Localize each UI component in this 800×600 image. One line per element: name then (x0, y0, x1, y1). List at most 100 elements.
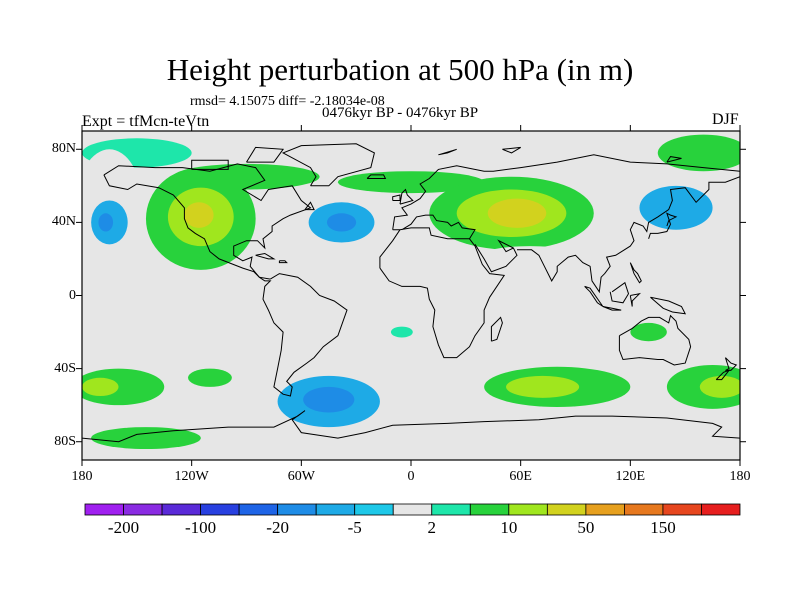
anomaly-region (303, 386, 355, 413)
colorbar-box (200, 503, 240, 516)
longitude-tick-label: 0 (407, 469, 415, 484)
longitude-tick-label: 180 (729, 469, 751, 484)
anomaly-region (639, 185, 713, 230)
coastline (82, 410, 740, 443)
anomaly-region (487, 198, 547, 228)
colorbar-label: -5 (347, 518, 362, 537)
colorbar-label: -20 (266, 518, 289, 537)
latitude-tick-label: 80S (54, 433, 76, 449)
coastline (392, 194, 401, 201)
colorbar-box (238, 503, 279, 516)
anomaly-region (657, 134, 740, 172)
colorbar-box (161, 503, 201, 516)
colorbar-box (84, 503, 124, 516)
colorbar-label: 10 (500, 518, 518, 537)
axis-ticks (76, 125, 746, 466)
coastline (392, 214, 476, 240)
anomaly-region (593, 414, 740, 440)
colorbar-box (354, 503, 394, 516)
colorbar-box (431, 503, 471, 516)
coastline (103, 163, 348, 397)
coastline (618, 314, 692, 366)
colorbar-box (546, 503, 587, 516)
coastline (474, 239, 518, 273)
anomaly-region (506, 375, 580, 398)
coastline (278, 260, 288, 264)
coastline (609, 281, 630, 304)
colorbar-label: 50 (577, 518, 595, 537)
coastline (629, 262, 642, 284)
anomaly-region (390, 326, 413, 338)
colorbar-label: -100 (184, 518, 217, 537)
colorbar-label: -200 (107, 518, 140, 537)
colorbar-box (508, 503, 548, 516)
coastline (666, 156, 682, 163)
anomaly-region (474, 246, 585, 272)
rmsd-diff-stats: rmsd= 4.15075 diff= -2.18034e-08 (190, 94, 385, 109)
coastline (103, 174, 271, 280)
coastline (281, 143, 375, 187)
anomaly-region (188, 368, 232, 387)
coastline (392, 154, 740, 230)
latitude-tick-label: 80N (51, 141, 76, 157)
anomaly-region (98, 213, 114, 232)
colorbar (84, 503, 741, 516)
anomaly-region (630, 322, 667, 342)
coastline (629, 292, 642, 307)
coastline (724, 357, 738, 371)
latitude-tick-label: 40S (54, 360, 76, 376)
longitude-tick-label: 120W (174, 469, 209, 484)
latitude-tick-label: 0 (69, 287, 76, 303)
period-label: 0476kyr BP - 0476kyr BP (322, 105, 479, 121)
colorbar-box (624, 503, 664, 516)
coastline (438, 148, 457, 156)
coastline (715, 369, 731, 381)
latitude-tick-label: 40N (51, 214, 76, 230)
colorbar-box (662, 503, 702, 516)
coastline (304, 201, 315, 211)
coastline (366, 174, 387, 179)
coastline (584, 285, 604, 307)
coastline (379, 229, 401, 269)
colorbar-box (277, 503, 317, 516)
map-title: Height perturbation at 500 hPa (in m) (166, 52, 634, 87)
coastlines (82, 143, 740, 443)
season-label: DJF (712, 111, 739, 128)
anomaly-region (465, 335, 558, 365)
coastline (490, 316, 503, 342)
colorbar-box (315, 503, 356, 516)
anomaly-region (82, 368, 165, 406)
anomaly-region (337, 171, 485, 194)
colorbar-box (701, 503, 741, 516)
longitude-tick-label: 180 (71, 469, 93, 484)
colorbar-box (469, 503, 510, 516)
coastline (650, 296, 687, 315)
coastline (648, 212, 678, 239)
coastline (191, 159, 229, 170)
colorbar-box (392, 503, 433, 516)
coastline (246, 146, 285, 163)
anomaly-region (184, 202, 214, 228)
anomaly-region (91, 427, 201, 450)
coastline (379, 238, 506, 359)
colorbar-label: 2 (427, 518, 437, 537)
anomaly-region (356, 427, 503, 450)
anomaly-region (82, 377, 119, 397)
coastline (255, 252, 276, 260)
experiment-label: Expt = tfMcn-teVtn (82, 113, 210, 130)
colorbar-box (123, 503, 163, 516)
anomaly-region (326, 213, 357, 232)
anomaly-region (255, 132, 475, 159)
coastline (517, 176, 740, 294)
anomaly-fields (82, 132, 740, 450)
anomaly-region (432, 147, 536, 181)
colorbar-box (585, 503, 625, 516)
anomaly-region (699, 375, 740, 398)
coastline (399, 188, 414, 205)
longitude-tick-label: 120E (615, 469, 646, 484)
colorbar-label: 150 (650, 518, 676, 537)
anomaly-region (173, 163, 320, 190)
longitude-tick-label: 60W (287, 469, 315, 484)
coastline (602, 306, 622, 311)
